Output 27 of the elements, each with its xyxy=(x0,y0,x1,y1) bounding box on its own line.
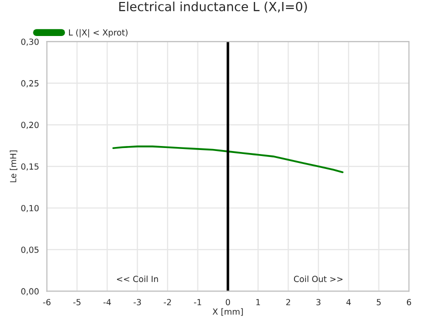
y-tick-label: 0,00 xyxy=(21,288,39,296)
x-tick-label: 4 xyxy=(346,299,351,306)
x-tick-label: -3 xyxy=(134,298,141,306)
y-tick-label: 0,30 xyxy=(21,38,39,46)
y-tick-label: 0,20 xyxy=(21,122,39,129)
annotation: Coil Out >> xyxy=(294,276,343,282)
annotation: << Coil In xyxy=(116,276,158,282)
x-tick-label: 5 xyxy=(376,299,381,306)
x-tick-label: -4 xyxy=(103,299,111,306)
line-series xyxy=(112,146,344,174)
x-tick-label: -6 xyxy=(43,298,50,306)
y-tick-label: 0,15 xyxy=(21,163,38,171)
x-axis-title: X [mm] xyxy=(212,308,243,316)
legend-label: L (|X| < Xprot) xyxy=(69,29,128,38)
y-tick-label: 0,05 xyxy=(21,246,38,254)
y-axis-title: Le [mH] xyxy=(10,150,18,182)
y-tick-label: 0,10 xyxy=(21,204,39,212)
chart-title: Electrical inductance L (X,I=0) xyxy=(119,2,307,13)
x-tick-label: 3 xyxy=(316,298,320,306)
x-tick-label: 6 xyxy=(406,298,412,306)
x-tick-label: 2 xyxy=(286,298,290,306)
x-tick-label: -2 xyxy=(164,298,171,306)
x-tick-label: -5 xyxy=(73,299,80,306)
x-tick-label: -1 xyxy=(194,299,202,306)
x-tick-label: 1 xyxy=(256,299,260,306)
x-tick-label: 0 xyxy=(226,298,230,306)
y-tick-label: 0,25 xyxy=(21,80,38,88)
